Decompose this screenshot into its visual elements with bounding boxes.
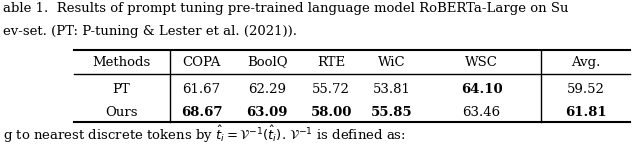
Text: 68.67: 68.67 [181, 106, 222, 119]
Text: 63.46: 63.46 [463, 106, 500, 119]
Text: RTE: RTE [317, 55, 345, 69]
Text: WiC: WiC [378, 55, 406, 69]
Text: WSC: WSC [465, 55, 498, 69]
Text: 64.10: 64.10 [461, 83, 502, 96]
Text: 55.85: 55.85 [371, 106, 413, 119]
Text: ev-set. (PT: P-tuning & Lester et al. (2021)).: ev-set. (PT: P-tuning & Lester et al. (2… [3, 25, 297, 38]
Text: 63.09: 63.09 [246, 106, 288, 119]
Text: PT: PT [113, 83, 131, 96]
Text: Ours: Ours [106, 106, 138, 119]
Text: Methods: Methods [92, 55, 151, 69]
Text: 61.67: 61.67 [182, 83, 221, 96]
Text: 55.72: 55.72 [312, 83, 350, 96]
Text: 62.29: 62.29 [248, 83, 286, 96]
Text: able 1.  Results of prompt tuning pre-trained language model RoBERTa-Large on Su: able 1. Results of prompt tuning pre-tra… [3, 2, 569, 15]
Text: 59.52: 59.52 [566, 83, 605, 96]
Text: 61.81: 61.81 [564, 106, 607, 119]
Text: g to nearest discrete tokens by $\hat{t}_i = \mathcal{V}^{-1}(\hat{t}_i)$. $\mat: g to nearest discrete tokens by $\hat{t}… [3, 124, 406, 145]
Text: Avg.: Avg. [571, 55, 600, 69]
Text: COPA: COPA [182, 55, 221, 69]
Text: BoolQ: BoolQ [247, 55, 287, 69]
Text: 53.81: 53.81 [373, 83, 411, 96]
Text: 58.00: 58.00 [310, 106, 352, 119]
